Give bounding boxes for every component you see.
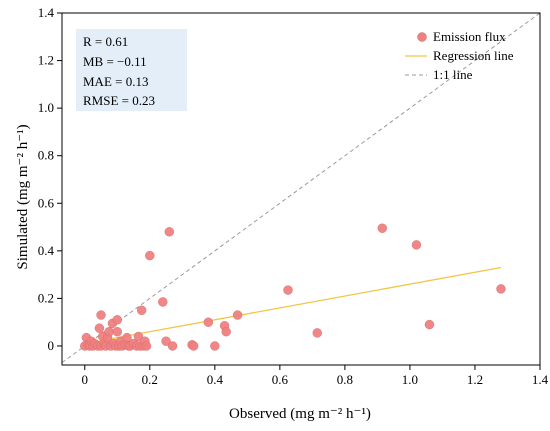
x-tick-label: 0.4 xyxy=(207,372,224,387)
data-point xyxy=(203,317,214,327)
stat-r: R = 0.61 xyxy=(83,34,128,49)
data-point xyxy=(210,341,220,351)
data-point xyxy=(221,327,231,337)
y-tick-label: 0.6 xyxy=(38,195,55,210)
data-point xyxy=(104,327,114,337)
data-point xyxy=(167,341,178,351)
data-point xyxy=(158,297,168,307)
data-point xyxy=(377,223,387,233)
axes: 0 0.2 0.4 0.6 0.8 1.0 1.2 1.4 0 0.2 0.4 0.6 0.8 1.0 1.… xyxy=(38,5,549,387)
y-tick-label: 0.2 xyxy=(38,290,54,305)
data-point xyxy=(232,310,243,320)
data-point xyxy=(188,341,199,351)
legend-marker-emission xyxy=(417,32,427,42)
plot-area xyxy=(61,12,541,364)
data-point xyxy=(133,331,144,342)
stats-box: R = 0.61 MB = −0.11 MAE = 0.13 RMSE = 0.… xyxy=(76,29,187,111)
stats-box-background xyxy=(76,29,187,111)
y-tick-label: 1.2 xyxy=(38,53,54,68)
stat-mae: MAE = 0.13 xyxy=(83,74,148,89)
legend: Emission flux Regression line 1:1 line xyxy=(405,29,514,82)
plot-frame xyxy=(61,12,541,366)
data-point xyxy=(424,319,435,330)
data-point xyxy=(112,315,122,325)
stat-rmse: RMSE = 0.23 xyxy=(83,93,155,108)
data-point xyxy=(496,284,506,294)
y-axis-label: Simulated (mg m⁻² h⁻¹) xyxy=(15,124,31,269)
data-point xyxy=(164,227,175,237)
x-tick-label: 0.8 xyxy=(337,372,353,387)
legend-label-regression: Regression line xyxy=(433,48,514,63)
data-point xyxy=(283,285,293,295)
x-tick-label: 0.2 xyxy=(142,372,158,387)
y-tick-label: 1.4 xyxy=(38,5,55,20)
data-point xyxy=(96,310,106,320)
data-point xyxy=(145,250,155,261)
legend-label-identity: 1:1 line xyxy=(433,67,473,82)
x-tick-label: 0.6 xyxy=(272,372,289,387)
regression-line xyxy=(84,266,502,345)
identity-line xyxy=(61,12,541,364)
x-tick-label: 1.4 xyxy=(532,372,549,387)
y-tick-label: 0.4 xyxy=(38,243,55,258)
x-tick-label: 0 xyxy=(82,372,89,387)
data-point xyxy=(141,341,152,351)
data-point xyxy=(161,336,171,346)
data-point xyxy=(112,327,122,337)
data-point xyxy=(136,305,147,315)
x-tick-label: 1.2 xyxy=(467,372,483,387)
legend-label-emission: Emission flux xyxy=(433,29,506,44)
stat-mb: MB = −0.11 xyxy=(83,54,147,69)
x-axis-label: Observed (mg m⁻² h⁻¹) xyxy=(229,406,371,422)
data-point xyxy=(411,240,422,250)
x-tick-label: 1.0 xyxy=(402,372,418,387)
y-tick-label: 0 xyxy=(48,338,55,353)
data-point xyxy=(94,323,105,333)
y-tick-label: 0.8 xyxy=(38,148,54,163)
data-point xyxy=(312,328,322,338)
y-tick-label: 1.0 xyxy=(38,100,54,115)
